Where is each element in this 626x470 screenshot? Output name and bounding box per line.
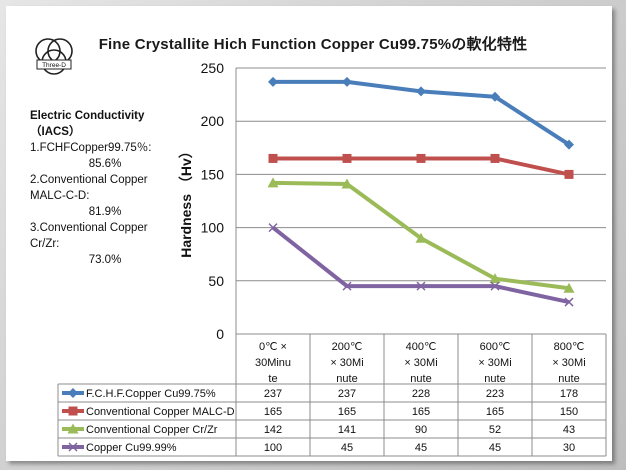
table-cell-value: 165 — [486, 406, 504, 418]
table-cell-value: 141 — [338, 424, 356, 436]
y-tick-label: 150 — [201, 166, 225, 182]
table-cell-value: 52 — [489, 424, 501, 436]
table-cell-value: 45 — [489, 442, 501, 454]
table-cell-value: 142 — [264, 424, 282, 436]
legend-series-name: F.C.H.F.Copper Cu99.75% — [86, 388, 216, 400]
x-tick-label: × 30Mi — [552, 357, 585, 369]
logo-text: Three-D — [42, 62, 66, 69]
legend-series-name: Conventional Copper MALC-D — [86, 406, 235, 418]
table-cell-value: 237 — [264, 388, 282, 400]
x-tick-label: nute — [558, 373, 579, 385]
data-point — [68, 442, 78, 452]
table-cell-value: 223 — [486, 388, 504, 400]
table-cell-value: 43 — [563, 424, 575, 436]
data-point — [268, 223, 278, 233]
note-item-label: 3.Conventional Copper Cr/Zr: — [30, 222, 148, 250]
x-tick-label: 400℃ — [406, 341, 437, 353]
legend-series-name: Conventional Copper Cr/Zr — [86, 424, 218, 436]
y-tick-label: 0 — [216, 326, 224, 342]
data-point — [416, 86, 426, 97]
data-point — [267, 177, 279, 188]
x-tick-label: 30Minu — [255, 357, 291, 369]
table-cell-value: 165 — [412, 406, 430, 418]
data-point — [342, 281, 352, 291]
note-item-value: 81.9% — [88, 206, 122, 218]
table-cell-value: 228 — [412, 388, 430, 400]
x-tick-label: 0℃ × — [259, 341, 287, 353]
note-item-value: 73.0% — [88, 254, 122, 266]
y-axis-label: Hardness （Hv） — [178, 144, 194, 258]
data-point — [563, 282, 575, 293]
three-d-logo: Three-D — [35, 38, 73, 75]
table-cell-value: 90 — [415, 424, 427, 436]
data-point — [341, 178, 353, 189]
data-point — [67, 423, 79, 434]
data-point — [490, 281, 500, 291]
data-point — [564, 169, 574, 179]
table-cell-value: 165 — [264, 406, 282, 418]
y-tick-label: 50 — [208, 273, 224, 289]
notes-heading: Electric Conductivity — [30, 110, 145, 122]
data-point — [416, 281, 426, 291]
table-cell-value: 45 — [415, 442, 427, 454]
data-point — [490, 91, 500, 102]
y-tick-label: 200 — [201, 113, 225, 129]
data-point — [68, 406, 78, 416]
data-point — [268, 153, 278, 163]
table-cell-value: 45 — [341, 442, 353, 454]
note-item-label: 2.Conventional Copper MALC-C-D: — [30, 174, 148, 202]
x-tick-label: 200℃ — [332, 341, 363, 353]
page-title: Fine Crystallite Hich Function Copper Cu… — [98, 36, 528, 53]
table-cell-value: 237 — [338, 388, 356, 400]
conductivity-notes: Electric Conductivity （IACS） 1.FCHFCoppe… — [30, 108, 180, 268]
data-point — [416, 153, 426, 163]
table-cell-value: 150 — [560, 406, 578, 418]
data-point — [490, 153, 500, 163]
y-tick-label: 250 — [201, 60, 225, 76]
data-point — [342, 153, 352, 163]
table-cell-value: 165 — [338, 406, 356, 418]
x-tick-label: 800℃ — [554, 341, 585, 353]
x-tick-label: nute — [484, 373, 505, 385]
table-cell-value: 30 — [563, 442, 575, 454]
x-tick-label: nute — [336, 373, 357, 385]
data-point — [564, 297, 574, 307]
data-point — [68, 388, 78, 398]
data-point — [564, 139, 574, 150]
note-item-label: 1.FCHFCopper99.75％: — [30, 142, 152, 154]
table-cell-value: 100 — [264, 442, 282, 454]
notes-subheading: （IACS） — [30, 126, 81, 138]
data-point — [489, 273, 501, 284]
legend-series-name: Copper Cu99.99% — [86, 442, 177, 454]
table-cell-value: 178 — [560, 388, 578, 400]
note-item-value: 85.6% — [88, 158, 122, 170]
x-tick-label: × 30Mi — [478, 357, 511, 369]
x-tick-label: 600℃ — [480, 341, 511, 353]
data-point — [415, 232, 427, 243]
data-point — [342, 76, 352, 87]
x-tick-label: × 30Mi — [404, 357, 437, 369]
x-tick-label: × 30Mi — [330, 357, 363, 369]
data-point — [268, 76, 278, 87]
y-tick-label: 100 — [201, 220, 225, 236]
x-tick-label: nute — [410, 373, 431, 385]
x-tick-label: te — [268, 373, 277, 385]
